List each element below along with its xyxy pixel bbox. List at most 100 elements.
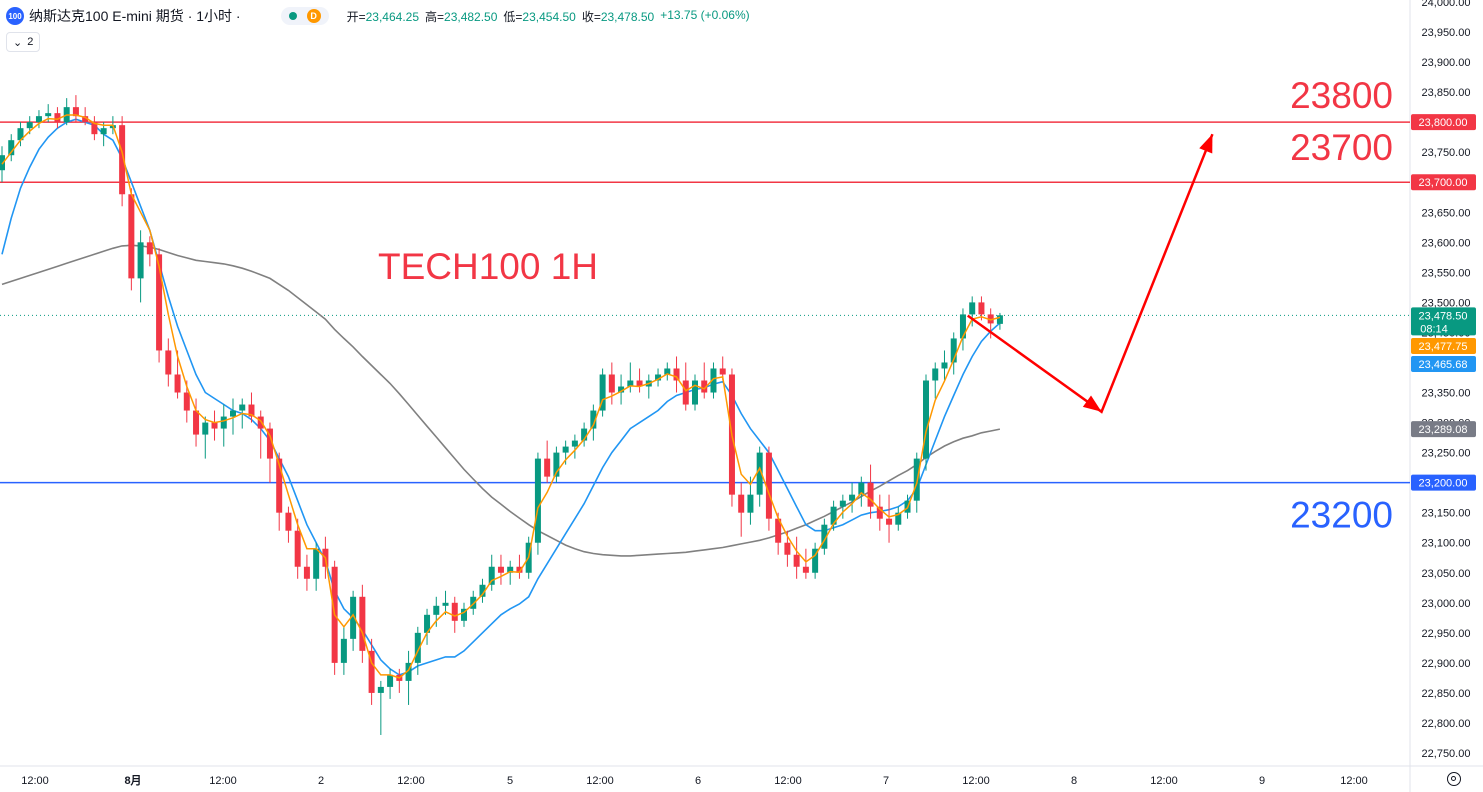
x-tick-label: 12:00	[586, 775, 614, 787]
x-tick-label: 7	[883, 775, 889, 787]
candle-body	[858, 482, 865, 495]
x-tick-label: 6	[695, 775, 701, 787]
chevron-down-icon: ⌄	[13, 36, 23, 49]
indicator-collapse-button[interactable]: ⌄ 2	[6, 32, 41, 52]
ema-fast-line	[1, 114, 1001, 679]
ohlc-open-key: 开=	[346, 9, 366, 24]
candle-body	[285, 512, 292, 531]
y-tick-label: 22,900.00	[1422, 658, 1471, 670]
y-tick-label: 22,850.00	[1422, 688, 1471, 700]
candle-body	[886, 518, 893, 525]
candle-body	[534, 458, 541, 543]
price-tag	[1411, 307, 1476, 336]
price-tag-label: 23,289.08	[1419, 424, 1468, 436]
candle-body	[165, 350, 172, 375]
x-tick-label: 2	[318, 775, 324, 787]
candle-body	[8, 140, 15, 156]
candle-body	[156, 254, 163, 351]
candle-body	[479, 584, 486, 597]
candle-body	[793, 554, 800, 567]
projection-arrowhead-down	[1082, 395, 1102, 412]
ema-slow-line	[1, 244, 1001, 557]
y-tick-label: 23,650.00	[1422, 207, 1471, 219]
candle-body	[571, 440, 578, 447]
x-tick-label: 12:00	[962, 775, 990, 787]
y-tick-label: 23,600.00	[1422, 237, 1471, 249]
candle-body	[340, 638, 347, 663]
candle-body	[72, 107, 79, 117]
candle-body	[91, 122, 98, 135]
candle-body	[655, 374, 662, 381]
price-tag-label: 23,200.00	[1419, 478, 1468, 490]
candle-body	[266, 428, 273, 459]
price-tag	[1411, 421, 1476, 438]
candle-body	[673, 368, 680, 381]
y-tick-label: 23,900.00	[1422, 57, 1471, 69]
candle-body	[17, 128, 24, 141]
candle-body	[627, 380, 634, 387]
candle-body	[414, 632, 421, 663]
x-tick-label: 8月	[124, 774, 141, 787]
candle-body	[470, 596, 477, 609]
x-tick-label: 12:00	[774, 775, 802, 787]
y-tick-label: 23,550.00	[1422, 267, 1471, 279]
y-tick-label: 23,000.00	[1422, 598, 1471, 610]
candle-body	[248, 404, 255, 417]
x-tick-label: 5	[507, 775, 513, 787]
candle-body	[497, 566, 504, 573]
candle-body	[867, 482, 874, 507]
candle-body	[756, 452, 763, 495]
y-tick-label: 22,800.00	[1422, 718, 1471, 730]
y-tick-label: 22,950.00	[1422, 628, 1471, 640]
x-tick-label: 12:00	[21, 775, 49, 787]
candle-body	[636, 380, 643, 387]
candle-body	[451, 602, 458, 621]
candle-body	[146, 242, 153, 255]
ohlc-open-value: 23,464.25	[365, 9, 419, 24]
candle-body	[950, 338, 957, 363]
candle-body	[710, 368, 717, 393]
candle-body	[516, 566, 523, 573]
candle-body	[608, 374, 615, 393]
candle-body	[802, 566, 809, 573]
price-tag-countdown: 08:14	[1420, 323, 1448, 335]
indicator-count: 2	[27, 36, 34, 48]
candle-body	[618, 386, 625, 393]
market-open-dot-icon	[288, 12, 297, 20]
market-status-pill[interactable]: D	[280, 7, 329, 25]
candle-body	[701, 380, 708, 393]
candle-body	[876, 506, 883, 519]
candle-body	[54, 113, 61, 123]
x-tick-label: 12:00	[1340, 775, 1368, 787]
ohlc-low-value: 23,454.50	[522, 9, 576, 24]
candle-body	[895, 512, 902, 525]
candle-body	[996, 315, 1003, 324]
settings-icon[interactable]	[1447, 772, 1461, 786]
candle-body	[377, 686, 384, 693]
candle-body	[128, 194, 135, 279]
candle-body	[45, 113, 52, 117]
symbol-title[interactable]: 纳斯达克100 E-mini 期货 · 1小时 ·	[29, 8, 241, 24]
y-tick-label: 23,950.00	[1422, 27, 1471, 39]
candle-body	[193, 410, 200, 435]
candle-body	[562, 446, 569, 453]
candle-body	[303, 566, 310, 579]
y-tick-label: 23,500.00	[1422, 297, 1471, 309]
ohlc-values: 开=23,464.25 高=23,482.50 低=23,454.50 收=23…	[347, 8, 750, 25]
ohlc-low-key: 低=	[503, 9, 523, 24]
symbol-logo: 100	[6, 7, 24, 25]
y-tick-label: 23,850.00	[1422, 87, 1471, 99]
candle-body	[775, 518, 782, 543]
candle-body	[553, 452, 560, 477]
candle-body	[433, 605, 440, 615]
x-tick-label: 12:00	[397, 775, 425, 787]
candle-body	[442, 602, 449, 606]
candle-body	[719, 368, 726, 375]
candle-body	[969, 302, 976, 315]
x-tick-label: 12:00	[209, 775, 237, 787]
candle-body	[784, 542, 791, 555]
candle-body	[765, 452, 772, 519]
candle-body	[664, 368, 671, 375]
candle-body	[812, 548, 819, 573]
